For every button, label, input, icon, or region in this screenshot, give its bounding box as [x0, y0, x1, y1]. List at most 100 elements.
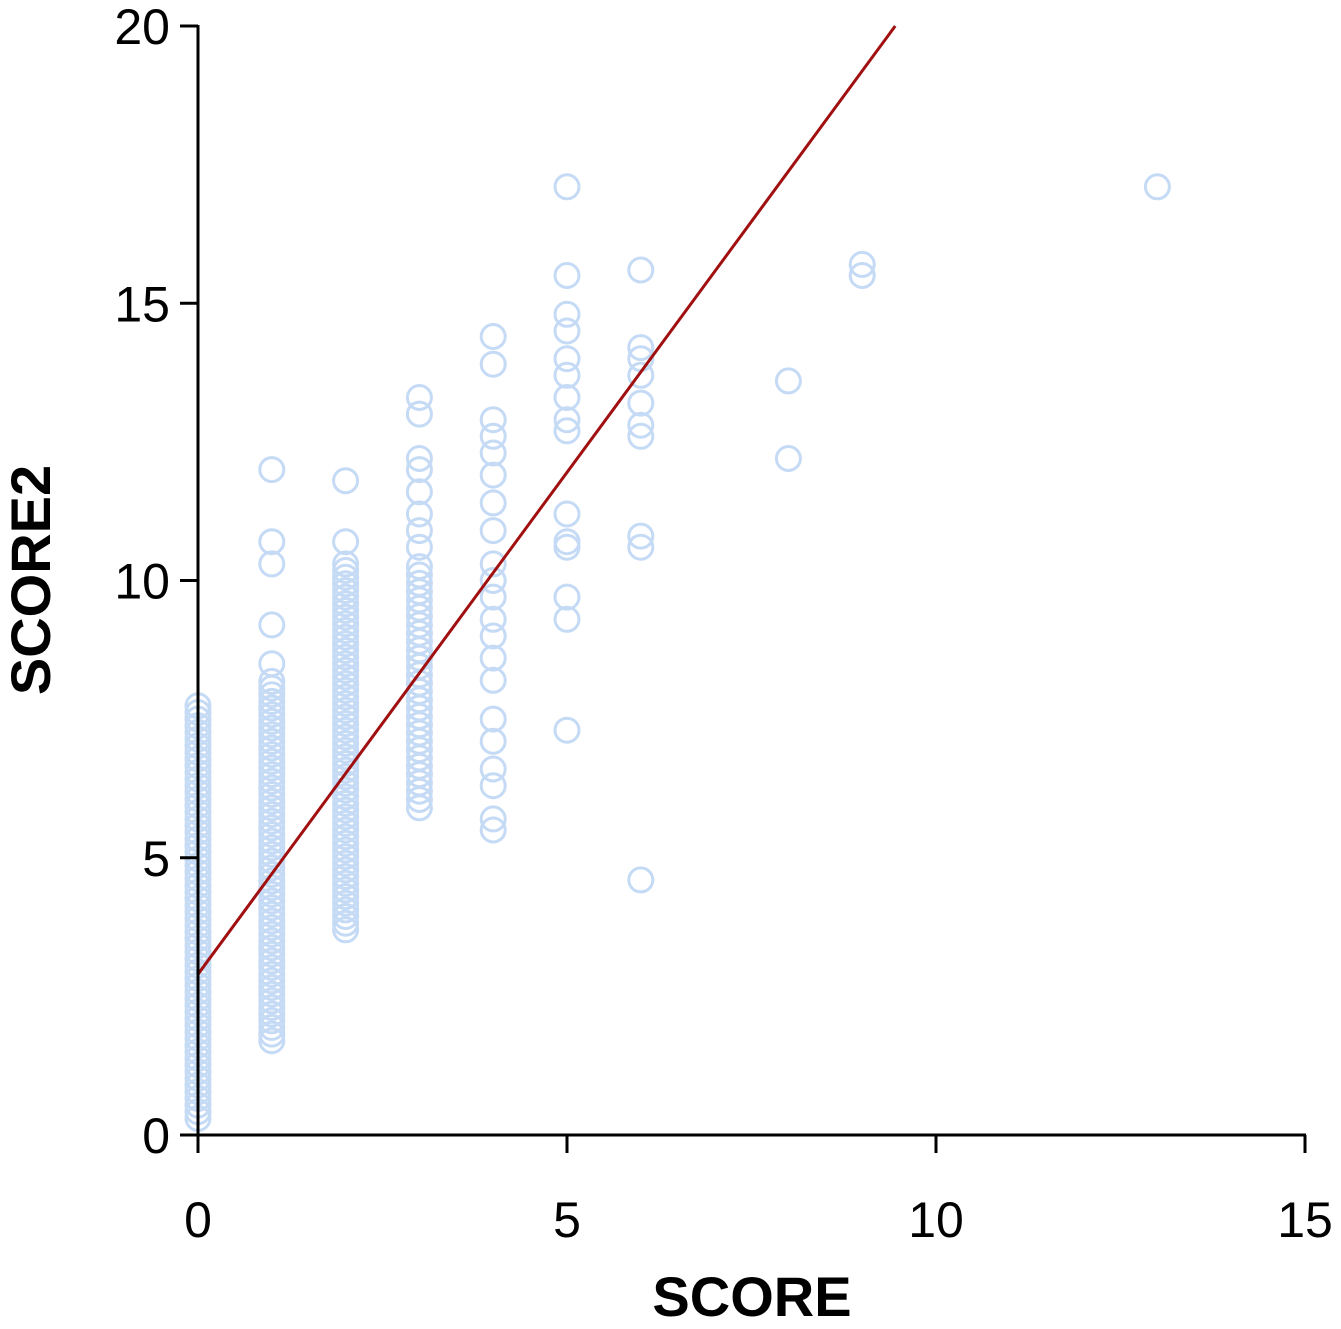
data-point — [405, 445, 433, 472]
data-point — [258, 887, 286, 915]
data-point — [258, 694, 286, 722]
data-point — [479, 550, 507, 578]
data-point — [553, 533, 581, 561]
data-point — [258, 807, 286, 835]
data-point — [258, 947, 286, 975]
data-point — [258, 781, 286, 808]
data-point — [553, 406, 581, 434]
data-point — [553, 605, 581, 633]
data-point — [479, 666, 507, 694]
data-point — [627, 411, 655, 439]
data-point — [258, 611, 286, 639]
data-point — [258, 1020, 286, 1048]
data-point — [258, 907, 286, 935]
data-point — [258, 920, 286, 948]
data-point — [405, 400, 433, 428]
data-point — [332, 528, 360, 556]
data-point — [332, 643, 360, 671]
data-point — [627, 522, 655, 550]
data-point — [405, 569, 433, 597]
data-point — [258, 714, 286, 742]
data-point — [258, 550, 286, 578]
data-point — [258, 787, 286, 815]
data-point — [553, 384, 581, 411]
data-point — [332, 903, 360, 930]
data-point — [405, 384, 433, 411]
data-point — [258, 761, 286, 789]
data-point — [479, 517, 507, 545]
data-point — [332, 730, 360, 757]
data-point — [332, 856, 360, 884]
data-point — [258, 914, 286, 942]
data-point — [553, 500, 581, 528]
data-point — [332, 756, 360, 784]
tick-labels: 0 5 10 15 0 5 10 15 20 — [114, 0, 1332, 1248]
x-tick-label: 15 — [1277, 1192, 1333, 1248]
data-point — [774, 367, 802, 395]
data-point — [258, 980, 286, 1008]
data-point — [479, 644, 507, 672]
data-point — [258, 721, 286, 749]
data-point — [258, 827, 286, 855]
data-point — [258, 821, 286, 848]
data-point — [405, 456, 433, 484]
data-point — [258, 927, 286, 955]
data-point — [332, 696, 360, 724]
data-point — [332, 876, 360, 904]
data-point — [479, 406, 507, 434]
data-point — [258, 974, 286, 1001]
data-point — [332, 716, 360, 744]
x-tick-label: 0 — [184, 1192, 212, 1248]
data-point — [332, 590, 360, 618]
data-point — [332, 683, 360, 711]
data-point — [258, 650, 286, 678]
data-point — [332, 796, 360, 824]
axes — [180, 24, 1307, 1153]
data-point — [258, 681, 286, 709]
data-point — [332, 803, 360, 831]
data-point — [553, 262, 581, 289]
data-point — [848, 262, 876, 289]
data-point — [258, 987, 286, 1015]
data-point — [332, 610, 360, 638]
data-point — [479, 489, 507, 517]
data-point — [258, 754, 286, 782]
data-point — [332, 896, 360, 924]
data-point — [332, 577, 360, 604]
data-point — [627, 422, 655, 450]
data-point — [258, 894, 286, 922]
data-point — [774, 445, 802, 472]
data-point — [627, 866, 655, 894]
data-point — [258, 741, 286, 769]
data-point — [332, 909, 360, 937]
regression-line — [196, 25, 897, 976]
data-point — [405, 500, 433, 528]
data-point — [332, 596, 360, 624]
data-point — [405, 561, 433, 589]
data-point — [258, 774, 286, 802]
data-point — [332, 823, 360, 851]
data-point — [627, 389, 655, 417]
data-point — [258, 707, 286, 735]
data-point — [479, 816, 507, 844]
data-point — [258, 860, 286, 888]
data-point — [479, 350, 507, 378]
x-tick-label: 5 — [553, 1192, 581, 1248]
data-point — [332, 849, 360, 877]
data-point — [332, 550, 360, 578]
data-point — [258, 840, 286, 868]
data-point — [332, 670, 360, 698]
data-point — [332, 710, 360, 738]
data-point — [258, 794, 286, 822]
data-point — [258, 528, 286, 556]
data-point — [258, 1013, 286, 1041]
data-point — [332, 630, 360, 658]
data-point — [258, 667, 286, 695]
data-point — [332, 789, 360, 817]
data-point — [332, 723, 360, 751]
data-point — [479, 705, 507, 733]
data-point — [332, 603, 360, 631]
data-point — [479, 605, 507, 633]
data-point — [258, 747, 286, 775]
data-point — [627, 334, 655, 362]
